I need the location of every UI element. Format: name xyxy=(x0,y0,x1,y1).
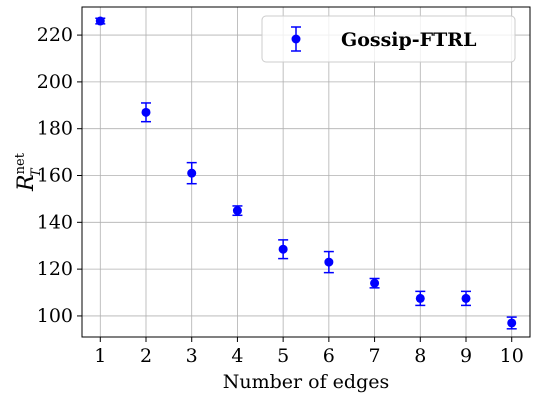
data-point xyxy=(141,107,151,117)
y-tick-label: 200 xyxy=(37,71,73,93)
data-point xyxy=(461,293,471,303)
y-tick-label: 140 xyxy=(37,211,73,233)
legend-box xyxy=(261,15,516,63)
data-point xyxy=(415,293,425,303)
data-point xyxy=(370,278,380,288)
y-axis-label-sup: net xyxy=(13,152,28,174)
y-axis-label-main: R xyxy=(14,174,39,192)
x-tick-label: 8 xyxy=(414,345,426,367)
x-tick-label: 9 xyxy=(460,345,472,367)
y-tick-label: 100 xyxy=(37,305,73,327)
legend-label: Gossip-FTRL xyxy=(341,29,476,51)
x-tick-label: 1 xyxy=(94,345,106,367)
data-point xyxy=(232,206,242,216)
y-axis-label: RnetT xyxy=(13,152,44,192)
x-tick-label: 2 xyxy=(140,345,152,367)
x-axis-ticks: 1 2 3 4 5 6 7 8 9 10 xyxy=(94,337,524,367)
y-axis-label-sub: T xyxy=(29,167,44,177)
x-tick-label: 6 xyxy=(323,345,335,367)
x-axis-label: Number of edges xyxy=(223,371,389,393)
plot-frame xyxy=(81,6,531,338)
x-tick-label: 10 xyxy=(500,345,524,367)
y-tick-label: 220 xyxy=(37,24,73,46)
y-tick-label: 180 xyxy=(37,118,73,140)
y-axis-ticks: 100 120 140 160 180 200 220 xyxy=(37,24,82,327)
legend-marker xyxy=(291,34,301,44)
data-point xyxy=(324,257,334,267)
data-point xyxy=(95,16,105,26)
y-tick-label: 160 xyxy=(37,165,73,187)
x-tick-label: 3 xyxy=(186,345,198,367)
x-tick-label: 7 xyxy=(369,345,381,367)
data-point xyxy=(187,168,197,178)
data-point xyxy=(507,318,517,328)
legend: Gossip-FTRL xyxy=(261,15,516,63)
y-tick-label: 120 xyxy=(37,258,73,280)
x-tick-label: 5 xyxy=(277,345,289,367)
x-tick-label: 4 xyxy=(231,345,243,367)
data-marks xyxy=(95,16,517,330)
data-point xyxy=(278,244,288,254)
